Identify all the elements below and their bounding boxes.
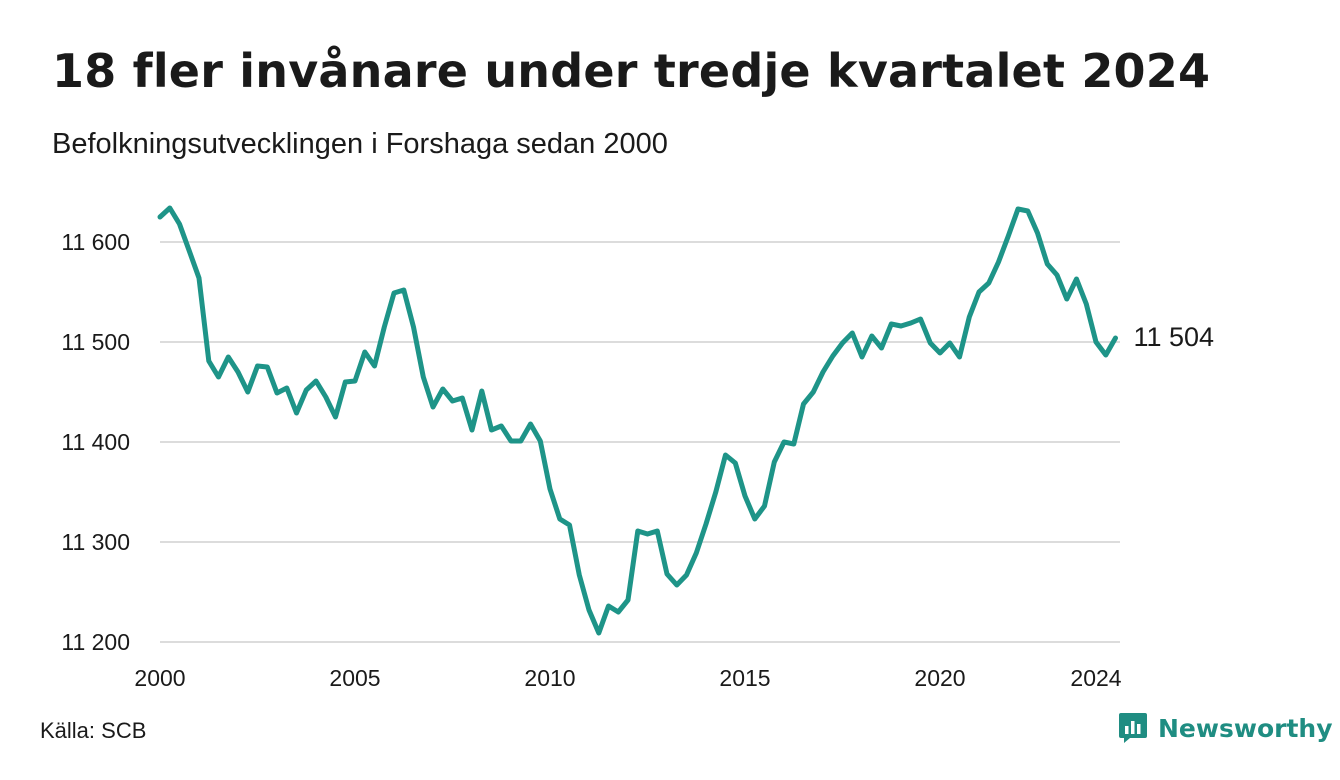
brand-name: Newsworthy: [1158, 713, 1333, 743]
x-tick-label: 2005: [329, 665, 380, 691]
brand-logo[interactable]: Newsworthy: [1118, 712, 1333, 744]
newsworthy-logo-icon: [1119, 713, 1147, 743]
source-note: Källa: SCB: [40, 718, 147, 743]
x-tick-label: 2020: [914, 665, 965, 691]
y-tick-label: 11 600: [61, 229, 130, 255]
end-value-label: 11 504: [1134, 322, 1215, 352]
x-axis-tick-labels: 2000 2005 2010 2015 2020 2024: [134, 665, 1121, 691]
y-tick-label: 11 400: [61, 429, 130, 455]
end-label-group: 11 504: [1134, 322, 1215, 352]
x-tick-label: 2015: [719, 665, 770, 691]
x-tick-label: 2000: [134, 665, 185, 691]
chart-title: 18 fler invånare under tredje kvartalet …: [52, 44, 1211, 98]
gridlines: [160, 241, 1120, 643]
x-tick-label: 2024: [1070, 665, 1121, 691]
y-axis-tick-labels: 11 200 11 300 11 400 11 500 11 600: [61, 229, 130, 655]
y-tick-label: 11 200: [61, 629, 130, 655]
series-group: [157, 205, 1118, 636]
y-tick-label: 11 500: [61, 329, 130, 355]
population-series-line: [157, 205, 1118, 636]
chart-subtitle: Befolkningsutvecklingen i Forshaga sedan…: [52, 128, 668, 160]
y-tick-label: 11 300: [61, 529, 130, 555]
x-tick-label: 2010: [524, 665, 575, 691]
